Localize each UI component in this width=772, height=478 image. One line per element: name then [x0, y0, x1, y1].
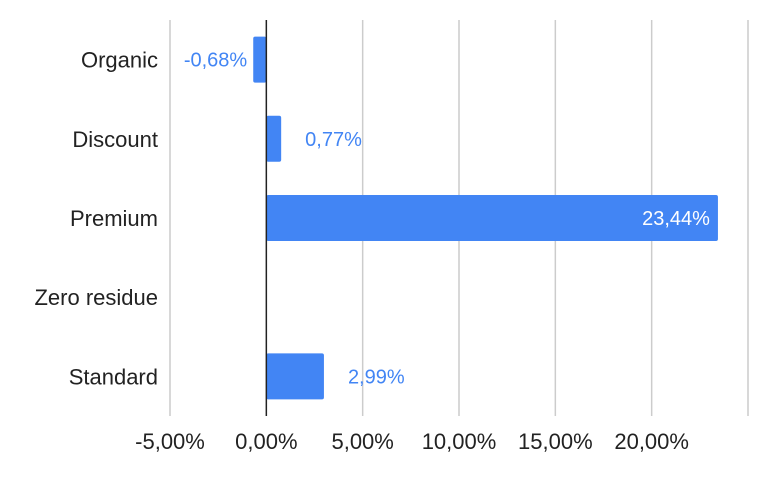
category-label: Premium — [70, 206, 158, 231]
x-tick-label: -5,00% — [135, 429, 205, 454]
x-tick-label: 5,00% — [331, 429, 393, 454]
bar-discount — [266, 115, 282, 162]
category-label: Standard — [69, 364, 158, 389]
x-tick-label: 10,00% — [422, 429, 497, 454]
category-label: Discount — [72, 127, 158, 152]
data-label: 23,44% — [642, 208, 710, 230]
x-tick-label: 15,00% — [518, 429, 593, 454]
bar-premium — [266, 195, 718, 241]
x-tick-label: 0,00% — [235, 429, 297, 454]
data-label: 2,99% — [348, 366, 405, 388]
bar-layer — [253, 36, 718, 400]
x-tick-label: 20,00% — [614, 429, 689, 454]
category-label: Zero residue — [34, 285, 158, 310]
category-label: Organic — [81, 48, 158, 73]
bar-standard — [266, 353, 324, 400]
data-label: 0,77% — [305, 129, 362, 151]
bar-organic — [253, 36, 267, 83]
label-layer: -0,68% 0,77% 23,44% 2,99% Organic Discount Pre… — [34, 48, 710, 454]
data-label: -0,68% — [184, 50, 248, 72]
